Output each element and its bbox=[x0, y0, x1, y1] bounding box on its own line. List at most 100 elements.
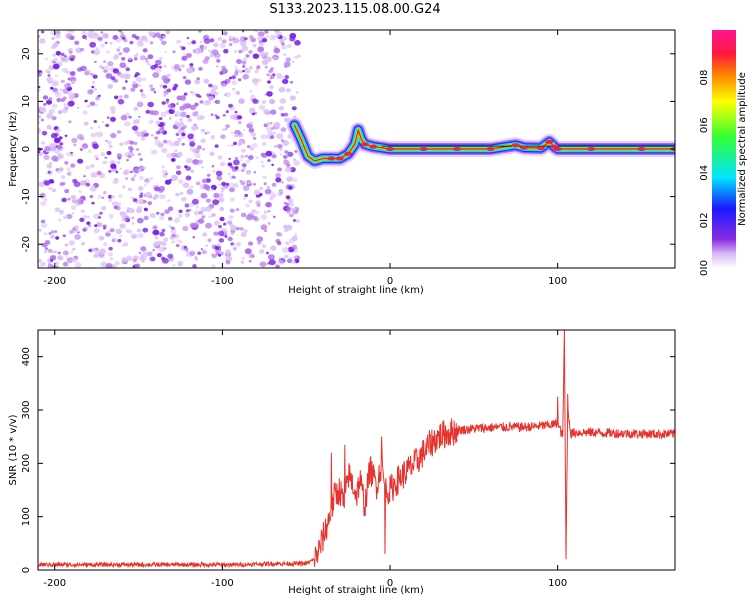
noise-blob bbox=[105, 139, 108, 143]
noise-blob bbox=[272, 215, 276, 218]
noise-blob bbox=[231, 80, 238, 86]
noise-blob bbox=[161, 147, 168, 154]
noise-blob bbox=[133, 54, 139, 58]
noise-blob bbox=[221, 68, 228, 74]
noise-blob bbox=[199, 41, 203, 44]
noise-blob bbox=[228, 215, 234, 220]
noise-blob bbox=[146, 251, 153, 257]
noise-blob bbox=[47, 171, 51, 174]
noise-blob bbox=[268, 259, 276, 266]
noise-blob bbox=[211, 213, 216, 217]
noise-blob bbox=[235, 90, 241, 95]
noise-blob bbox=[269, 197, 273, 201]
noise-blob bbox=[114, 53, 120, 59]
noise-blob bbox=[67, 101, 75, 107]
noise-blob bbox=[80, 47, 85, 52]
noise-blob bbox=[278, 106, 285, 111]
noise-blob bbox=[192, 159, 199, 165]
noise-blob bbox=[214, 144, 219, 148]
noise-blob bbox=[103, 69, 107, 73]
noise-blob bbox=[86, 221, 91, 225]
noise-blob bbox=[87, 149, 92, 154]
noise-blob bbox=[142, 77, 147, 82]
noise-blob bbox=[38, 228, 42, 232]
noise-blob bbox=[210, 188, 214, 192]
noise-blob bbox=[106, 230, 111, 234]
noise-blob bbox=[132, 125, 139, 131]
noise-blob bbox=[224, 92, 232, 98]
noise-blob bbox=[198, 67, 203, 71]
noise-blob bbox=[259, 186, 264, 191]
noise-blob bbox=[53, 250, 57, 254]
noise-blob bbox=[241, 257, 245, 260]
noise-blob bbox=[295, 219, 300, 223]
noise-blob bbox=[205, 244, 209, 248]
noise-blob bbox=[132, 82, 139, 89]
signal-peak bbox=[344, 151, 353, 156]
noise-blob bbox=[44, 247, 49, 251]
noise-blob bbox=[217, 230, 225, 237]
noise-blob bbox=[189, 104, 197, 111]
noise-blob bbox=[178, 179, 184, 184]
noise-blob bbox=[123, 39, 128, 43]
noise-blob bbox=[92, 74, 98, 79]
noise-blob bbox=[107, 84, 113, 89]
noise-blob bbox=[154, 67, 162, 74]
snr-panel: -200 -100 0 100 0 100 200 300 400 Height of stra… bbox=[8, 329, 676, 596]
noise-blob bbox=[227, 144, 231, 147]
noise-blob bbox=[128, 115, 132, 119]
noise-blob bbox=[70, 195, 77, 200]
noise-blob bbox=[280, 127, 287, 132]
noise-blob bbox=[173, 140, 180, 147]
noise-blob bbox=[73, 181, 81, 188]
noise-blob bbox=[289, 32, 297, 39]
noise-blob bbox=[227, 172, 231, 176]
noise-blob bbox=[223, 48, 229, 54]
noise-blob bbox=[218, 225, 222, 229]
noise-blob bbox=[293, 255, 298, 259]
noise-blob bbox=[110, 76, 116, 81]
noise-blob bbox=[71, 257, 78, 263]
noise-blob bbox=[87, 89, 94, 95]
noise-blob bbox=[122, 170, 129, 176]
noise-blob bbox=[229, 36, 237, 42]
spectrogram-ytick-label: -10 bbox=[21, 188, 32, 204]
noise-blob bbox=[90, 164, 95, 168]
noise-blob bbox=[211, 165, 215, 168]
colorbar-tick-label: 0.0 bbox=[699, 260, 710, 276]
noise-blob bbox=[105, 123, 110, 128]
noise-blob bbox=[160, 111, 167, 118]
noise-blob bbox=[140, 246, 147, 252]
noise-blob bbox=[120, 114, 128, 121]
noise-blob bbox=[47, 70, 51, 74]
noise-blob bbox=[123, 94, 129, 99]
noise-blob bbox=[285, 241, 290, 245]
noise-blob bbox=[125, 177, 129, 180]
noise-blob bbox=[38, 121, 41, 124]
snr-series-line bbox=[38, 330, 675, 569]
noise-blob bbox=[91, 201, 95, 205]
noise-blob bbox=[258, 104, 266, 111]
noise-blob bbox=[152, 249, 155, 252]
colorbar-tick-label: 0.6 bbox=[699, 117, 710, 133]
noise-blob bbox=[215, 170, 223, 177]
noise-blob bbox=[164, 179, 172, 185]
noise-blob bbox=[161, 40, 167, 46]
noise-blob bbox=[213, 231, 219, 236]
noise-blob bbox=[257, 241, 262, 245]
noise-blob bbox=[136, 208, 143, 214]
noise-blob bbox=[114, 261, 120, 266]
noise-blob bbox=[251, 209, 257, 214]
noise-blob bbox=[47, 74, 51, 77]
noise-blob bbox=[110, 116, 116, 122]
spectrogram-xtick-label: 0 bbox=[387, 276, 393, 287]
noise-blob bbox=[121, 244, 124, 247]
noise-blob bbox=[138, 115, 141, 118]
noise-blob bbox=[132, 198, 138, 203]
noise-blob bbox=[100, 43, 105, 48]
noise-blob bbox=[230, 229, 236, 234]
noise-blob bbox=[84, 99, 88, 103]
noise-blob bbox=[115, 228, 123, 235]
colorbar-label: Normalized spectral amplitude bbox=[737, 72, 748, 226]
